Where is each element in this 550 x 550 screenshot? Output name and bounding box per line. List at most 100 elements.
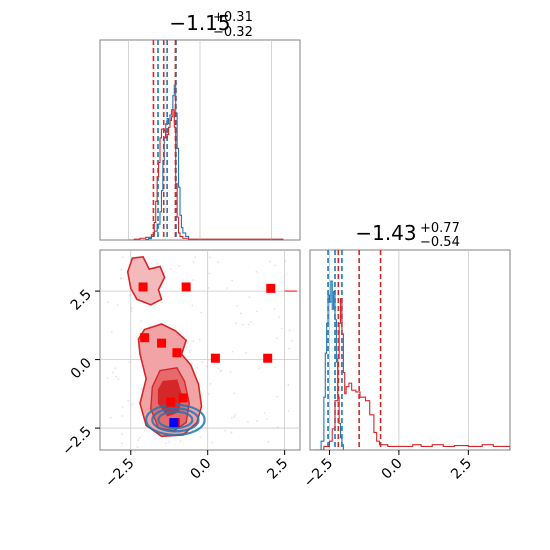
scatter-point [263, 412, 266, 414]
panel-bottom-left-xticks: −2.5 0.0 2.5 [102, 450, 291, 491]
scatter-point [131, 403, 134, 406]
scatter-point [226, 287, 229, 290]
scatter-point [269, 260, 271, 263]
title-value: −1.43 [355, 221, 416, 245]
scatter-point [266, 418, 268, 421]
title-value: −1.15 [169, 11, 230, 35]
scatter-point [120, 442, 123, 445]
panel-top-left-title-plus: +0.31 [213, 10, 253, 25]
scatter-point [110, 331, 113, 334]
scatter-point [192, 260, 195, 263]
scatter-point [121, 415, 124, 417]
red-square-marker [266, 283, 276, 293]
scatter-point [244, 351, 247, 354]
scatter-point [127, 399, 130, 402]
scatter-point [206, 365, 208, 368]
scatter-point [240, 312, 242, 315]
panel-bottom-right-histograms [312, 250, 510, 450]
scatter-point [247, 421, 249, 423]
scatter-point [255, 310, 258, 313]
scatter-point [191, 304, 194, 307]
scatter-point [208, 272, 211, 275]
scatter-point [137, 439, 140, 441]
blue-contour-1 [151, 407, 200, 433]
x-tick-label: 0.0 [379, 456, 406, 483]
scatter-point [242, 323, 244, 326]
scatter-point [114, 367, 117, 370]
panel-bottom-right-title-minus: −0.54 [420, 235, 460, 250]
scatter-point [128, 361, 131, 363]
panel-top-left-title: −1.15 [169, 11, 230, 35]
scatter-point [233, 416, 236, 418]
scatter-point [278, 316, 280, 319]
scatter-point [156, 262, 158, 265]
scatter-point [119, 277, 122, 280]
scatter-point [224, 429, 227, 432]
scatter-point [178, 264, 180, 267]
scatter-point [179, 440, 182, 443]
scatter-point [168, 441, 171, 443]
scatter-point [209, 382, 212, 385]
x-tick-label: 2.5 [264, 456, 291, 483]
scatter-point [207, 287, 210, 289]
blue-contour-0 [145, 403, 206, 437]
scatter-point [282, 281, 284, 284]
panel-bottom-right-grid [329, 250, 469, 450]
scatter-point [121, 433, 123, 436]
scatter-point [116, 304, 119, 306]
scatter-point [274, 366, 277, 369]
panel-bottom-right-title: −1.43 [355, 221, 416, 245]
scatter-point [111, 371, 114, 374]
scatter-point [200, 311, 202, 314]
scatter-point [129, 306, 132, 309]
scatter-point [191, 429, 193, 431]
scatter-point [290, 339, 293, 342]
panel-top-left-grid [128, 40, 272, 240]
y-tick-label: −2.5 [59, 424, 94, 459]
panel-top-left-title-minus: −0.32 [213, 25, 253, 40]
scatter-point [189, 349, 192, 352]
scatter-point [169, 267, 172, 270]
blue-contour-2 [157, 410, 194, 430]
blue-square-marker [169, 418, 179, 428]
x-tick-label: 0.0 [187, 456, 214, 483]
scatter-point [233, 392, 236, 395]
scatter-point [201, 361, 203, 364]
panel-bottom-left-markers [138, 282, 297, 428]
scatter-point [217, 367, 220, 370]
scatter-point [267, 440, 270, 443]
x-tick-label: 2.5 [448, 456, 475, 483]
y-tick-label: 0.0 [68, 355, 95, 382]
scatter-point [211, 441, 213, 444]
density-region-top [126, 255, 166, 306]
scatter-point [275, 337, 278, 340]
scatter-point [120, 268, 123, 271]
scatter-point [136, 446, 139, 448]
scatter-point [288, 347, 291, 350]
scatter-point [121, 405, 124, 408]
red-square-marker [138, 282, 148, 292]
scatter-point [165, 442, 168, 445]
y-tick-label: 2.5 [68, 287, 95, 314]
scatter-point [191, 362, 194, 364]
scatter-point [192, 279, 195, 281]
scatter-point [231, 279, 234, 282]
scatter-point [229, 371, 232, 374]
scatter-point [231, 350, 234, 353]
panel-top-left: −1.15 +0.31 −0.32 [99, 10, 301, 241]
scatter-point [287, 384, 290, 386]
scatter-point [255, 270, 258, 273]
scatter-point [247, 323, 250, 326]
scatter-point [199, 436, 202, 439]
scatter-point [163, 272, 166, 275]
scatter-point [284, 260, 287, 263]
panel-bottom-right-xticks: −2.5 0.0 2.5 [301, 450, 475, 491]
scatter-point [274, 264, 277, 267]
scatter-point [194, 256, 197, 259]
scatter-point [230, 416, 233, 419]
red-square-marker [181, 282, 191, 292]
scatter-point [235, 322, 237, 325]
scatter-point [248, 296, 251, 299]
scatter-point [109, 416, 112, 419]
